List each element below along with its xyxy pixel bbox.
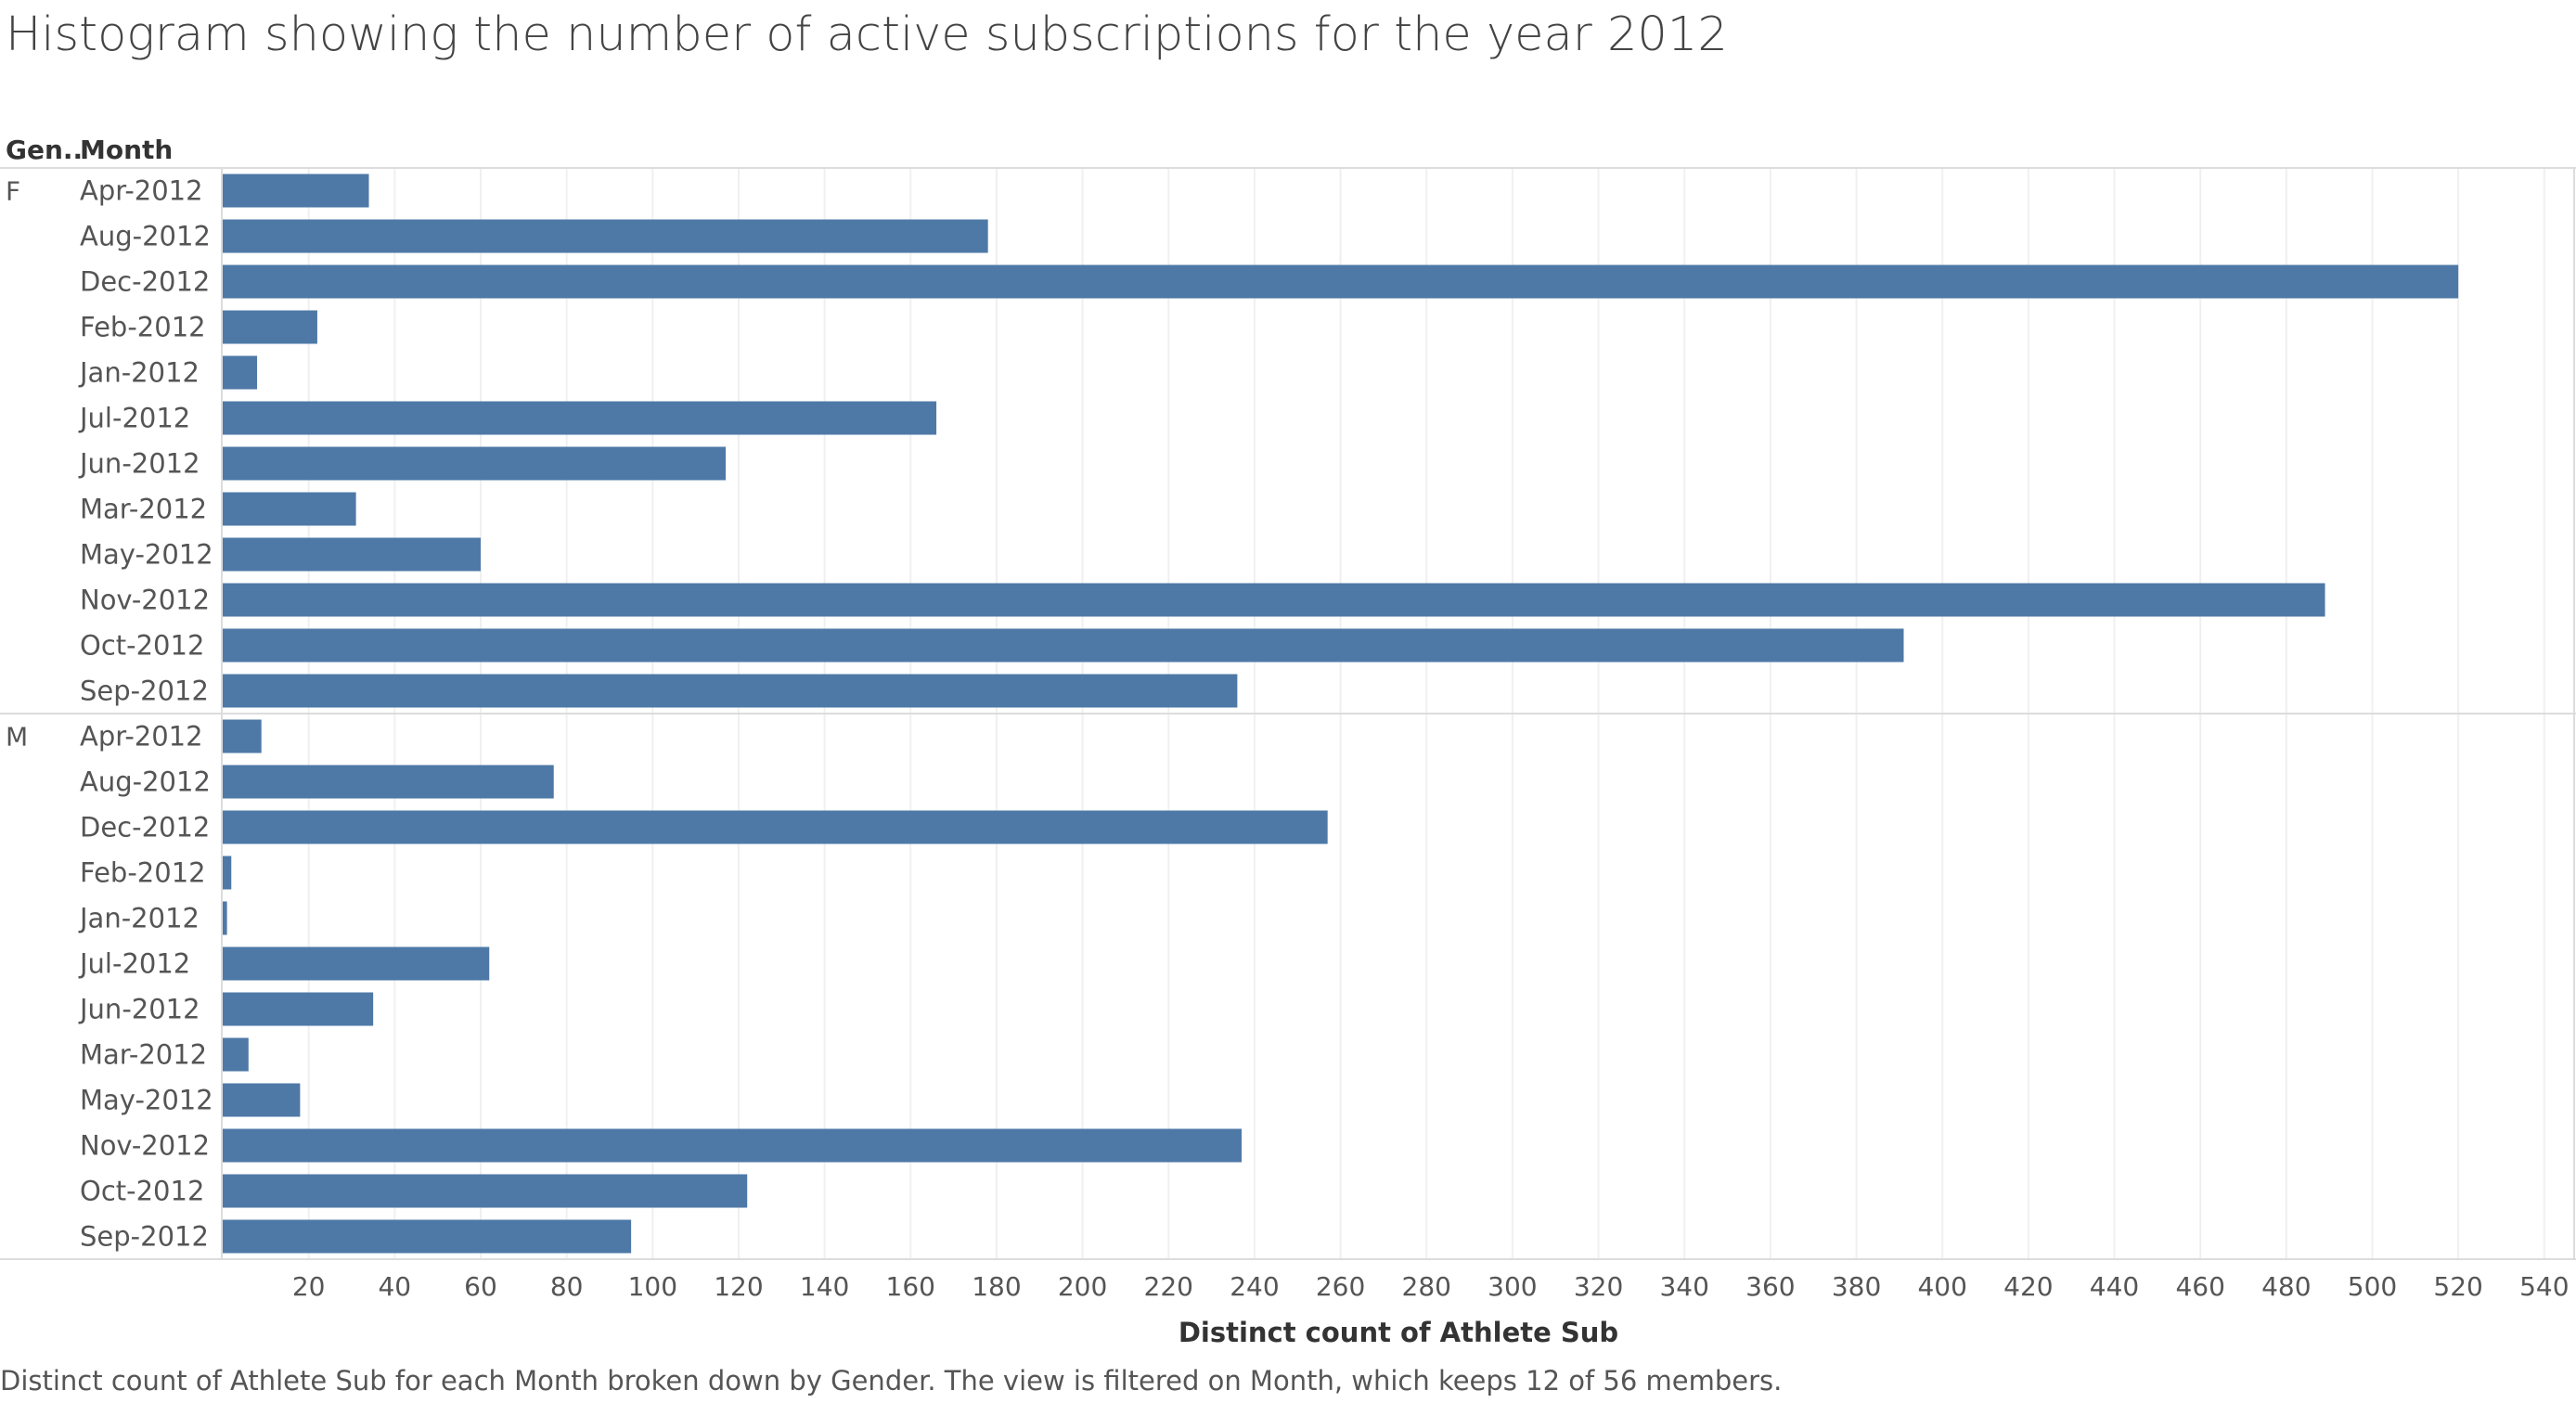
x-tick-label: 180: [972, 1271, 1021, 1302]
month-label: Nov-2012: [80, 585, 210, 616]
month-label: Mar-2012: [80, 494, 207, 525]
bar[interactable]: [223, 901, 227, 935]
row-labels: F Apr-2012 Aug-2012 Dec-2012 Feb-2012 Jan-201…: [6, 175, 213, 1253]
bar[interactable]: [223, 401, 937, 435]
x-tick-label: 480: [2261, 1271, 2311, 1302]
x-tick-label: 400: [1917, 1271, 1966, 1302]
x-axis-title: Distinct count of Athlete Sub: [1179, 1317, 1618, 1348]
month-label: Feb-2012: [80, 857, 206, 889]
month-label: Jan-2012: [78, 903, 200, 934]
x-tick-label: 300: [1488, 1271, 1537, 1302]
chart-caption: Distinct count of Athlete Sub for each M…: [0, 1365, 1783, 1397]
month-label: May-2012: [80, 539, 213, 571]
bar[interactable]: [223, 1083, 301, 1117]
bar[interactable]: [223, 492, 356, 526]
x-tick-label: 60: [464, 1271, 497, 1302]
month-label: Dec-2012: [80, 266, 210, 298]
bar[interactable]: [223, 1037, 249, 1072]
month-label: Jun-2012: [78, 448, 200, 480]
month-label: Oct-2012: [80, 630, 204, 662]
x-tick-label: 100: [628, 1271, 677, 1302]
bar[interactable]: [223, 810, 1328, 844]
bar[interactable]: [223, 992, 374, 1026]
x-tick-label: 380: [1832, 1271, 1881, 1302]
gender-label: M: [6, 722, 28, 753]
x-tick-label: 160: [886, 1271, 935, 1302]
bar[interactable]: [223, 1219, 632, 1254]
x-tick-label: 80: [550, 1271, 584, 1302]
chart-frame: [0, 167, 2576, 1260]
bar[interactable]: [223, 537, 481, 572]
bar[interactable]: [223, 446, 727, 481]
bar[interactable]: [223, 174, 369, 208]
bars: [223, 174, 2459, 1254]
x-tick-label: 440: [2090, 1271, 2139, 1302]
bar[interactable]: [223, 310, 317, 344]
x-tick-label: 20: [292, 1271, 326, 1302]
x-tick-label: 280: [1402, 1271, 1451, 1302]
bar[interactable]: [223, 719, 262, 753]
month-label: Aug-2012: [80, 766, 211, 798]
x-tick-label: 420: [2003, 1271, 2053, 1302]
chart-title: Histogram showing the number of active s…: [6, 7, 1728, 62]
x-tick-label: 460: [2175, 1271, 2224, 1302]
x-tick-label: 260: [1316, 1271, 1365, 1302]
x-tick-label: 360: [1745, 1271, 1795, 1302]
x-tick-label: 140: [800, 1271, 849, 1302]
month-label: Aug-2012: [80, 221, 211, 252]
month-label: Sep-2012: [80, 676, 209, 707]
x-tick-label: 220: [1144, 1271, 1193, 1302]
month-label: Apr-2012: [80, 721, 203, 753]
gender-column-header[interactable]: Gen..: [6, 135, 83, 165]
gender-label: F: [6, 176, 20, 207]
bar[interactable]: [223, 765, 554, 799]
x-tick-label: 240: [1230, 1271, 1279, 1302]
month-label: Nov-2012: [80, 1130, 210, 1162]
bar[interactable]: [223, 219, 988, 253]
month-label: Sep-2012: [80, 1221, 209, 1253]
month-label: Jun-2012: [78, 994, 200, 1025]
x-axis: 20 40 60 80 100 120 140 160 180 200 220 240 260 280 30…: [292, 1271, 2570, 1302]
month-label: May-2012: [80, 1085, 213, 1116]
month-label: Jul-2012: [78, 948, 190, 980]
bar[interactable]: [223, 1174, 748, 1208]
bar[interactable]: [223, 264, 2459, 299]
bar[interactable]: [223, 674, 1238, 708]
x-tick-label: 500: [2348, 1271, 2397, 1302]
month-label: Mar-2012: [80, 1039, 207, 1071]
bar[interactable]: [223, 856, 232, 890]
month-label: Feb-2012: [80, 312, 206, 343]
x-tick-label: 540: [2519, 1271, 2569, 1302]
month-label: Dec-2012: [80, 812, 210, 843]
month-label: Jan-2012: [78, 357, 200, 389]
row-headers: Gen.. Month: [6, 135, 173, 165]
x-tick-label: 200: [1058, 1271, 1107, 1302]
month-label: Oct-2012: [80, 1176, 204, 1207]
x-tick-label: 340: [1659, 1271, 1708, 1302]
bar[interactable]: [223, 583, 2325, 617]
month-label: Apr-2012: [80, 175, 203, 207]
bar[interactable]: [223, 628, 1904, 663]
month-column-header[interactable]: Month: [80, 135, 173, 165]
x-tick-label: 120: [714, 1271, 763, 1302]
bar[interactable]: [223, 355, 258, 390]
bar[interactable]: [223, 1128, 1243, 1163]
month-label: Jul-2012: [78, 403, 190, 434]
x-tick-label: 520: [2433, 1271, 2482, 1302]
bar[interactable]: [223, 946, 490, 981]
x-tick-label: 40: [378, 1271, 411, 1302]
x-tick-label: 320: [1574, 1271, 1623, 1302]
